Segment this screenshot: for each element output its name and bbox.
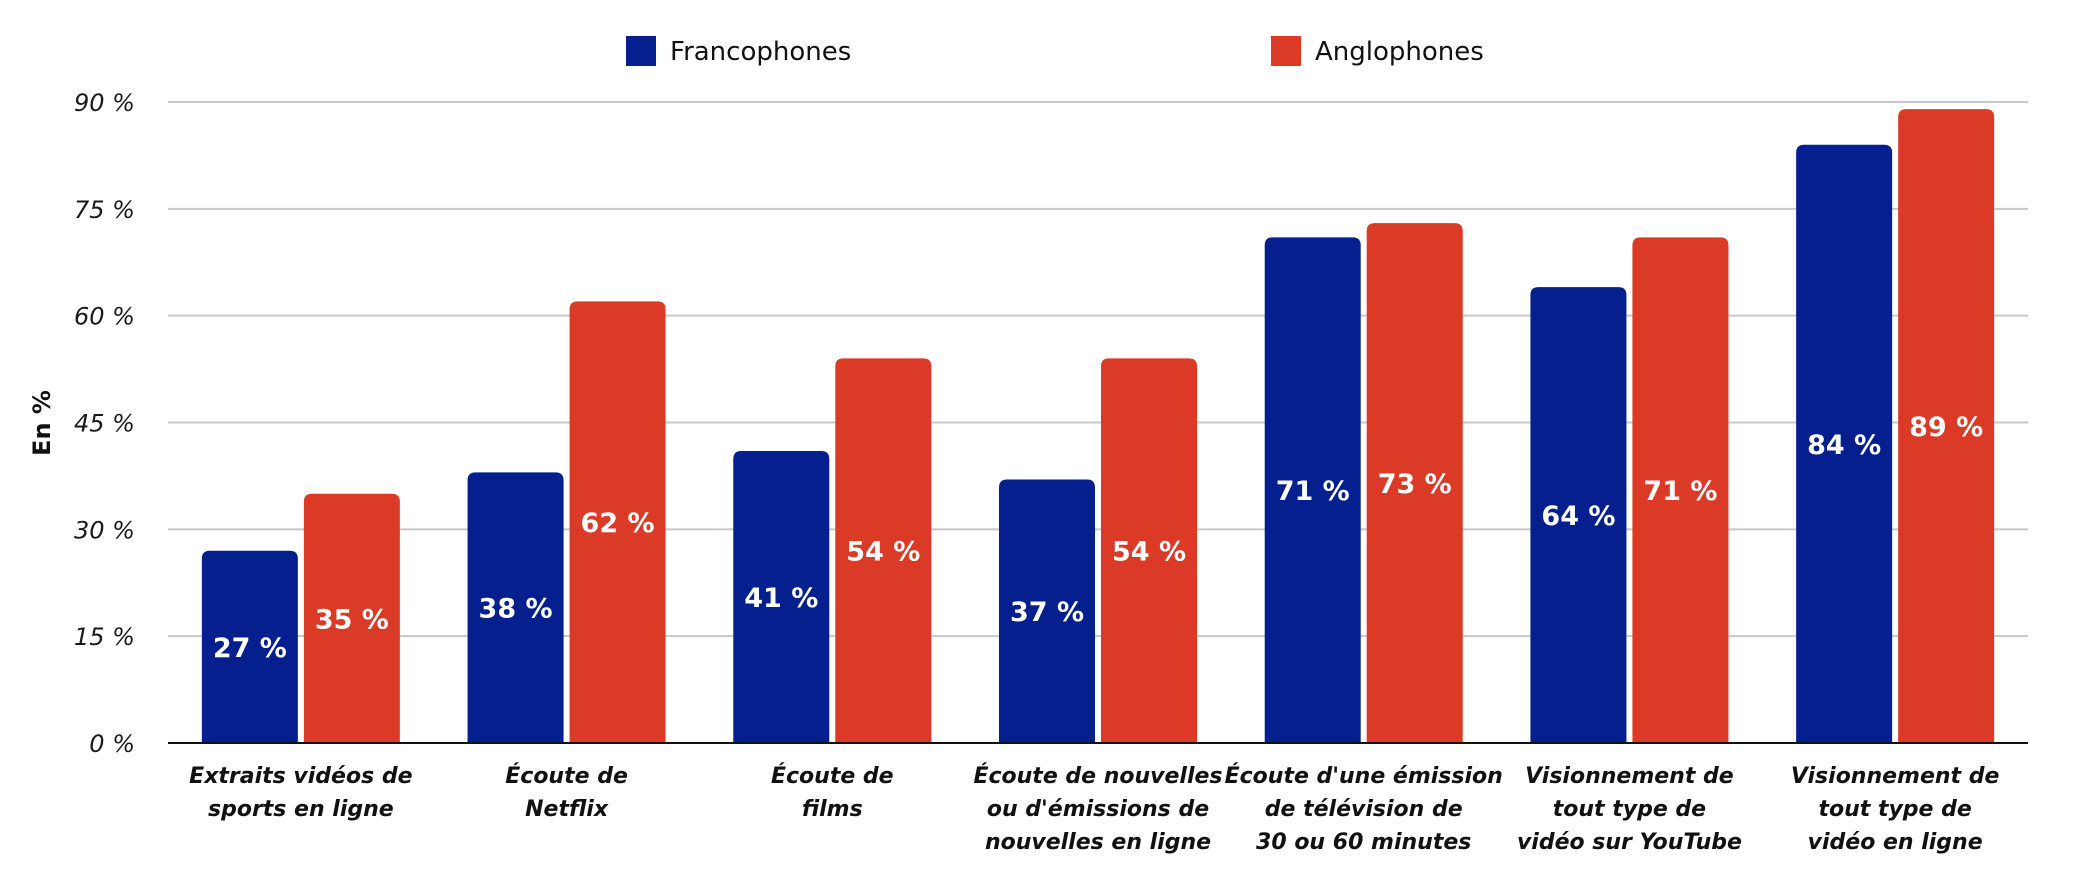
category-label: Écoute de Netflix <box>505 763 628 822</box>
category-label-line: Visionnement de <box>1791 764 2000 789</box>
bar-francophones <box>467 472 564 743</box>
bar-anglophones <box>569 301 666 743</box>
category-label-line: films <box>802 797 863 822</box>
legend: Francophones Anglophones <box>626 36 1484 67</box>
bar-anglophones <box>835 358 932 743</box>
data-label-francophones: 64 % <box>1541 501 1615 532</box>
data-label-anglophones: 73 % <box>1378 469 1452 500</box>
y-axis-ticks: 0 % 15 % 30 % 45 % 60 % 75 % 90 % <box>74 89 135 758</box>
y-tick-label: 30 % <box>74 516 135 544</box>
category-label: Écoute de films <box>771 763 894 822</box>
data-label-francophones: 38 % <box>479 594 553 625</box>
y-tick-label: 0 % <box>89 730 135 758</box>
category-label-line: nouvelles en ligne <box>985 830 1211 855</box>
category-label-line: Écoute d'une émission <box>1225 763 1503 789</box>
category-label: Écoute de nouvelles ou d'émissions de nouv… <box>973 763 1222 855</box>
y-tick-label: 15 % <box>74 623 135 651</box>
data-label-anglophones: 71 % <box>1643 476 1717 507</box>
bar-francophones <box>1264 237 1361 744</box>
category-label-line: ou d'émissions de <box>987 797 1209 822</box>
bar-francophones <box>1530 287 1627 743</box>
y-axis-title: En % <box>28 390 56 456</box>
category-label-line: de télévision de <box>1265 797 1463 822</box>
data-label-francophones: 27 % <box>213 633 287 664</box>
category-label-line: Visionnement de <box>1525 764 1734 789</box>
data-label-anglophones: 89 % <box>1909 412 1983 443</box>
legend-label-francophones: Francophones <box>670 37 851 67</box>
bar-anglophones <box>303 493 400 743</box>
data-label-francophones: 84 % <box>1807 430 1881 461</box>
bar-francophones <box>201 550 298 743</box>
category-label-line: Netflix <box>525 797 609 822</box>
data-label-anglophones: 62 % <box>581 508 655 539</box>
bar-anglophones <box>1632 237 1729 744</box>
bar-anglophones <box>1101 358 1197 743</box>
bar-anglophones <box>1366 223 1463 744</box>
bars: 27 % 35 % 38 % 62 % 41 % 54 % 37 % 54 % 71 % 73 %… <box>201 109 1995 744</box>
data-label-francophones: 37 % <box>1010 597 1084 628</box>
category-label-line: Écoute de <box>771 763 894 789</box>
y-tick-label: 75 % <box>74 196 135 224</box>
y-tick-label: 60 % <box>74 303 135 331</box>
category-label-line: tout type de <box>1818 797 1971 822</box>
category-label-line: sports en ligne <box>208 797 394 822</box>
legend-swatch-anglophones <box>1271 36 1301 66</box>
category-label: Visionnement de tout type de vidéo sur You… <box>1517 764 1742 855</box>
legend-label-anglophones: Anglophones <box>1315 37 1484 67</box>
data-label-anglophones: 54 % <box>846 537 920 568</box>
data-label-francophones: 71 % <box>1276 476 1350 507</box>
category-label: Écoute d'une émission de télévision de 30 … <box>1225 763 1503 855</box>
bar-francophones <box>999 479 1095 743</box>
category-label-line: tout type de <box>1553 797 1706 822</box>
category-label: Visionnement de tout type de vidéo en lign… <box>1791 764 2000 855</box>
category-label-line: vidéo en ligne <box>1808 830 1983 855</box>
bar-anglophones <box>1898 109 1995 744</box>
data-label-anglophones: 35 % <box>315 604 389 635</box>
data-label-anglophones: 54 % <box>1112 537 1186 568</box>
category-label-line: Écoute de <box>505 763 628 789</box>
x-axis-labels: Extraits vidéos de sports en ligne Écoute … <box>189 763 1999 855</box>
category-label-line: Extraits vidéos de <box>189 764 412 789</box>
bar-francophones <box>1796 144 1893 743</box>
legend-swatch-francophones <box>626 36 656 66</box>
category-label: Extraits vidéos de sports en ligne <box>189 764 412 822</box>
gridlines <box>168 101 2028 638</box>
y-tick-label: 45 % <box>74 410 135 438</box>
data-label-francophones: 41 % <box>744 583 818 614</box>
y-tick-label: 90 % <box>74 89 135 117</box>
category-label-line: 30 ou 60 minutes <box>1256 830 1471 855</box>
category-label-line: vidéo sur YouTube <box>1517 830 1742 855</box>
category-label-line: Écoute de nouvelles <box>973 763 1222 789</box>
bar-francophones <box>733 450 830 743</box>
